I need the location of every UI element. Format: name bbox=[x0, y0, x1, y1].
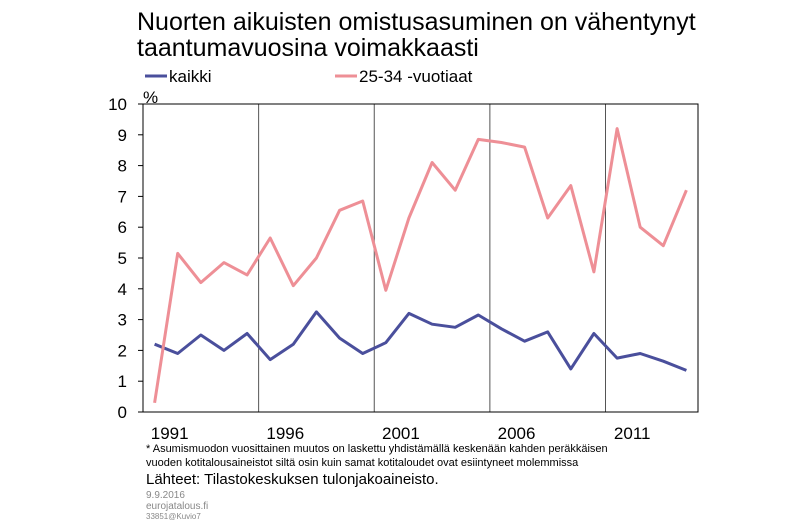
series-line bbox=[153, 127, 688, 404]
y-tick-label: 3 bbox=[118, 311, 127, 330]
note: vuoden kotitalousaineistot siltä osin ku… bbox=[146, 457, 579, 469]
footer: eurojatalous.fi bbox=[146, 501, 208, 512]
note: * Asumismuodon vuosittainen muutos on la… bbox=[146, 443, 608, 455]
x-tick-label: 1996 bbox=[266, 424, 304, 443]
y-tick-label: 10 bbox=[108, 95, 127, 114]
x-tick-label: 2011 bbox=[614, 424, 651, 443]
chart-title: taantumavuosina voimakkaasti bbox=[137, 34, 479, 62]
y-tick-label: 0 bbox=[118, 403, 127, 422]
y-tick-label: 2 bbox=[118, 341, 127, 360]
y-tick-label: 6 bbox=[118, 218, 127, 237]
x-tick-label: 2006 bbox=[498, 424, 536, 443]
y-unit: % bbox=[143, 88, 158, 107]
y-tick-label: 4 bbox=[118, 280, 127, 299]
footer: 33851@Kuvio7 bbox=[146, 512, 201, 521]
x-tick-label: 1991 bbox=[151, 424, 189, 443]
x-tick-label: 2001 bbox=[382, 424, 420, 443]
footer: 9.9.2016 bbox=[146, 490, 185, 501]
y-tick-label: 5 bbox=[118, 249, 127, 268]
y-tick-label: 7 bbox=[118, 187, 127, 206]
legend-label: 25-34 -vuotiaat bbox=[359, 67, 473, 86]
y-tick-label: 8 bbox=[118, 157, 127, 176]
legend-label: kaikki bbox=[169, 67, 212, 86]
y-tick-label: 1 bbox=[118, 372, 127, 391]
series-line bbox=[154, 310, 687, 372]
chart-title: Nuorten aikuisten omistusasuminen on väh… bbox=[137, 8, 696, 36]
y-tick-label: 9 bbox=[118, 126, 127, 145]
source: Lähteet: Tilastokeskuksen tulonjakoainei… bbox=[146, 471, 439, 488]
